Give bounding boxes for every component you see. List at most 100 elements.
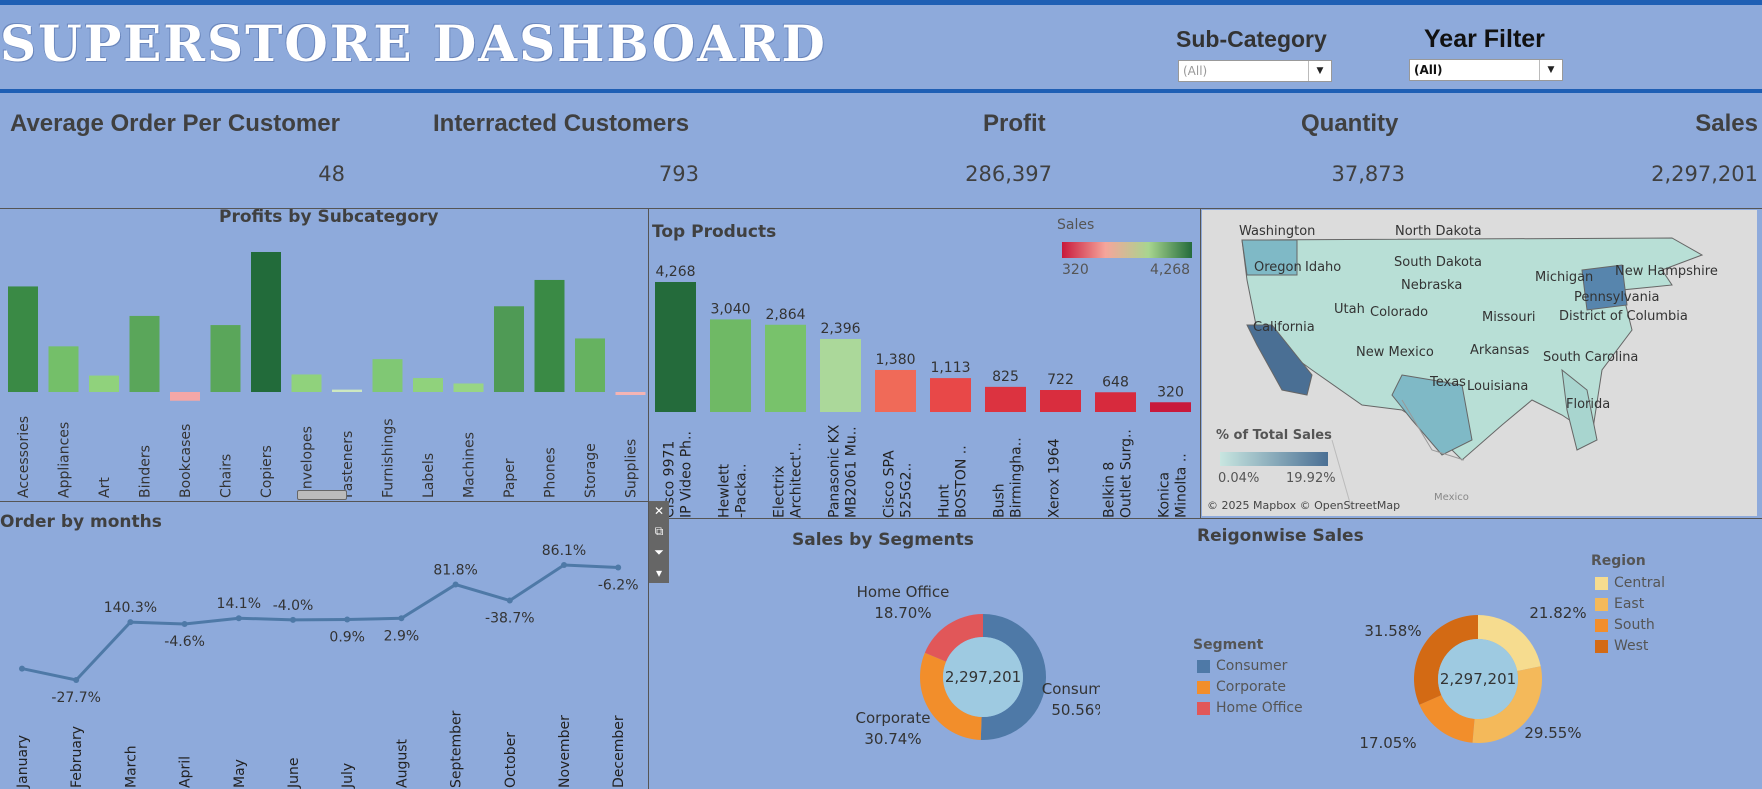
legend-label: Home Office bbox=[1216, 700, 1303, 716]
product-value-label: 2,396 bbox=[820, 321, 860, 337]
legend-item-home-office[interactable]: Home Office bbox=[1197, 700, 1303, 716]
region-slice-label: 21.82% bbox=[1529, 604, 1586, 622]
category-tick-label: Art bbox=[97, 477, 113, 498]
product-tick-label: Konica bbox=[1157, 472, 1173, 518]
profit-bar bbox=[129, 315, 160, 392]
product-tick-label: Electrix bbox=[772, 466, 788, 518]
month-tick-label: January bbox=[15, 735, 31, 789]
segment-slice-label: 50.56% bbox=[1051, 701, 1100, 719]
subcategory-dropdown-value: (All) bbox=[1183, 64, 1208, 78]
product-bar bbox=[820, 339, 861, 412]
map-label-missouri: Missouri bbox=[1482, 310, 1536, 325]
map-label-mexico: Mexico bbox=[1434, 492, 1469, 503]
map-label-new-hampshire: New Hampshire bbox=[1615, 264, 1718, 279]
divider bbox=[0, 501, 648, 502]
month-tick-label: July bbox=[340, 763, 356, 789]
segment-slice-label: Home Office bbox=[857, 583, 950, 601]
more-options-icon[interactable]: ▾ bbox=[655, 566, 663, 580]
region-slice-label: 31.58% bbox=[1364, 622, 1421, 640]
legend-item-south[interactable]: South bbox=[1595, 617, 1665, 633]
divider bbox=[648, 518, 1762, 519]
map-label-washington: Washington bbox=[1239, 224, 1316, 239]
donut-center-label: 2,297,201 bbox=[1440, 670, 1516, 688]
product-bar bbox=[875, 369, 916, 412]
legend-label: South bbox=[1614, 617, 1655, 633]
product-value-label: 648 bbox=[1102, 374, 1129, 390]
months-value-label: -4.0% bbox=[273, 598, 314, 614]
region-slice bbox=[1472, 666, 1542, 743]
month-tick-label: September bbox=[449, 710, 465, 788]
map-label-south-dakota: South Dakota bbox=[1394, 255, 1482, 270]
subcategory-dropdown[interactable]: (All) ▼ bbox=[1178, 60, 1332, 82]
sales-color-gradient bbox=[1062, 242, 1192, 258]
category-tick-label: Binders bbox=[138, 445, 154, 498]
segment-slice-label: Corporate bbox=[856, 709, 931, 727]
legend-item-east[interactable]: East bbox=[1595, 596, 1665, 612]
product-tick-label: BOSTON .. bbox=[954, 445, 970, 518]
map-label-new-mexico: New Mexico bbox=[1356, 345, 1434, 360]
chevron-down-icon[interactable]: ▼ bbox=[1308, 61, 1331, 81]
product-tick-label: MB2061 Mu.. bbox=[844, 426, 860, 518]
order-months-title: Order by months bbox=[0, 512, 162, 532]
map-label-florida: Florida bbox=[1566, 397, 1611, 412]
top-products-chart: 4,268 Cisco 9971 IP Video Ph.. 3,040 Hewlett… bbox=[655, 264, 1191, 518]
region-slice bbox=[1419, 695, 1475, 743]
category-tick-label: Copiers bbox=[259, 445, 275, 498]
category-tick-label: Paper bbox=[502, 458, 518, 498]
resize-handle[interactable] bbox=[297, 490, 347, 500]
product-tick-label: Minolta .. bbox=[1174, 453, 1190, 518]
product-tick-label: Cisco 9971 bbox=[662, 441, 678, 518]
product-tick-label: IP Video Ph.. bbox=[679, 431, 695, 518]
product-bar bbox=[930, 378, 971, 412]
legend-item-west[interactable]: West bbox=[1595, 638, 1665, 654]
map-label-texas: Texas bbox=[1430, 375, 1466, 390]
months-value-label: 140.3% bbox=[104, 600, 157, 616]
months-point bbox=[452, 581, 459, 588]
map-label-idaho: Idaho bbox=[1305, 260, 1342, 275]
months-point bbox=[561, 562, 567, 568]
month-tick-label: February bbox=[69, 726, 85, 788]
profit-bar bbox=[372, 359, 403, 392]
region-slice-label: 29.55% bbox=[1524, 724, 1581, 742]
product-tick-label: Hunt bbox=[937, 484, 953, 518]
map-label-colorado: Colorado bbox=[1370, 305, 1429, 320]
product-tick-label: Outlet Surg.. bbox=[1119, 429, 1135, 518]
month-tick-label: April bbox=[178, 756, 194, 788]
product-value-label: 320 bbox=[1157, 384, 1184, 400]
map-legend-min: 0.04% bbox=[1218, 471, 1260, 486]
swatch bbox=[1595, 576, 1608, 590]
regionwise-sales-chart: 2,297,201 21.82% 29.55% 17.05% 31.58% bbox=[1360, 604, 1587, 752]
chevron-down-icon[interactable]: ▼ bbox=[1539, 60, 1562, 80]
segments-title: Sales by Segments bbox=[792, 530, 974, 550]
filter-icon[interactable]: ⏷ bbox=[654, 545, 664, 559]
legend-item-central[interactable]: Central bbox=[1595, 575, 1665, 591]
subcategory-filter-label: Sub-Category bbox=[1176, 26, 1327, 52]
profit-bar bbox=[332, 389, 362, 392]
months-value-label: -27.7% bbox=[51, 690, 101, 706]
months-value-label: 81.8% bbox=[433, 563, 477, 579]
product-tick-label: Panasonic KX bbox=[827, 424, 843, 518]
region-slice bbox=[1414, 615, 1478, 705]
top-accent-bar bbox=[0, 0, 1762, 5]
map-attribution: © 2025 Mapbox © OpenStreetMap bbox=[1207, 499, 1401, 512]
profit-bar bbox=[170, 392, 200, 401]
dashboard-title: SUPERSTORE DASHBOARD bbox=[0, 14, 827, 73]
product-tick-label: Xerox 1964 bbox=[1047, 438, 1063, 518]
legend-item-corporate[interactable]: Corporate bbox=[1197, 679, 1303, 695]
year-dropdown[interactable]: (All) ▼ bbox=[1409, 59, 1563, 81]
map-label-louisiana: Louisiana bbox=[1467, 379, 1529, 394]
months-point bbox=[181, 621, 188, 628]
map-label-arkansas: Arkansas bbox=[1470, 343, 1530, 358]
kpi-quantity-value: 37,873 bbox=[1331, 162, 1405, 186]
month-tick-label: October bbox=[503, 732, 519, 788]
sales-legend-max: 4,268 bbox=[1150, 262, 1191, 278]
close-icon[interactable]: ✕ bbox=[653, 504, 665, 518]
swatch bbox=[1197, 680, 1210, 694]
popout-icon[interactable]: ⧉ bbox=[654, 524, 664, 538]
kpi-profit-value: 286,397 bbox=[965, 162, 1052, 186]
map-label-oregon: Oregon bbox=[1254, 260, 1302, 275]
legend-label: West bbox=[1614, 638, 1649, 654]
legend-item-consumer[interactable]: Consumer bbox=[1197, 658, 1303, 674]
sales-map[interactable]: Washington North Dakota Oregon Idaho Sou… bbox=[1202, 210, 1757, 516]
months-point bbox=[506, 597, 513, 604]
